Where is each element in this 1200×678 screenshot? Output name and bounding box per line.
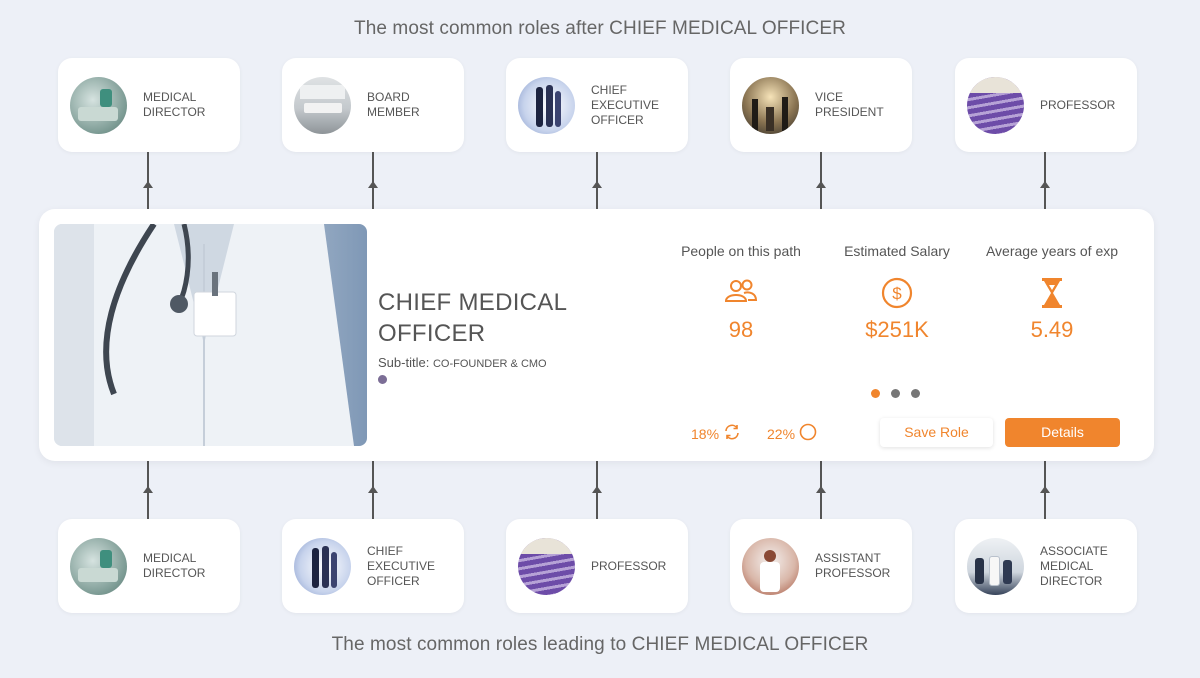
stat-experience: Average years of exp 5.49 (977, 243, 1127, 343)
stat-label: Average years of exp (985, 243, 1119, 259)
connector-line (372, 152, 374, 209)
connector-line (147, 152, 149, 209)
dollar-icon: $ (822, 277, 972, 309)
details-button[interactable]: Details (1005, 418, 1120, 447)
prev-role-card-medical-director[interactable]: MEDICAL DIRECTOR (58, 519, 240, 613)
role-label: ASSISTANT PROFESSOR (815, 551, 891, 580)
doctor-hero-image (54, 224, 367, 446)
connector-line (820, 152, 822, 209)
chief-executive-officer-thumbnail (518, 76, 575, 134)
stat-value: 98 (728, 317, 754, 342)
stat-people: People on this path 98 (666, 243, 816, 343)
previous-roles-heading: The most common roles leading to CHIEF M… (331, 634, 869, 655)
role-label: VICE PRESIDENT (815, 90, 884, 119)
circle-icon (799, 423, 817, 444)
up-arrow-icon (1040, 181, 1050, 188)
prev-role-card-chief-executive-officer[interactable]: CHIEF EXECUTIVE OFFICER (282, 519, 464, 613)
prev-role-card-associate-medical-director[interactable]: ASSOCIATE MEDICAL DIRECTOR (955, 519, 1137, 613)
role-label: CHIEF EXECUTIVE OFFICER (367, 543, 436, 588)
connector-line (1044, 152, 1046, 209)
hourglass-icon (977, 277, 1127, 309)
board-member-thumbnail (294, 76, 351, 134)
prev-role-card-professor[interactable]: PROFESSOR (506, 519, 688, 613)
role-label: BOARD MEMBER (367, 90, 420, 119)
associate-medical-director-thumbnail (967, 537, 1024, 595)
carousel-dots[interactable] (871, 389, 920, 398)
prev-role-card-assistant-professor[interactable]: ASSISTANT PROFESSOR (730, 519, 912, 613)
up-arrow-icon (816, 181, 826, 188)
save-role-button[interactable]: Save Role (880, 418, 993, 447)
repeat-percentage: 18% (691, 423, 741, 444)
up-arrow-icon (143, 181, 153, 188)
next-roles-heading: The most common roles after CHIEF MEDICA… (354, 18, 846, 39)
connector-line (596, 152, 598, 209)
current-role-card: CHIEF MEDICAL OFFICER Sub-title: CO-FOUN… (39, 209, 1154, 461)
up-arrow-icon (816, 486, 826, 493)
role-label: ASSOCIATE MEDICAL DIRECTOR (1040, 543, 1108, 588)
next-role-card-chief-executive-officer[interactable]: CHIEF EXECUTIVE OFFICER (506, 58, 688, 152)
repeat-percentage-value: 18% (691, 425, 720, 442)
stat-label: People on this path (681, 243, 801, 259)
up-arrow-icon (368, 181, 378, 188)
next-role-card-board-member[interactable]: BOARD MEMBER (282, 58, 464, 152)
stat-salary: Estimated Salary $ $251K (822, 243, 972, 343)
other-percentage: 22% (767, 423, 817, 444)
svg-text:$: $ (892, 284, 902, 303)
chief-executive-officer-thumbnail (294, 537, 351, 595)
status-dot (378, 375, 387, 384)
subtitle-value: CO-FOUNDER & CMO (432, 358, 547, 370)
other-percentage-value: 22% (767, 425, 796, 442)
stat-label: Estimated Salary (844, 243, 950, 259)
professor-thumbnail (518, 537, 575, 595)
assistant-professor-thumbnail (742, 537, 799, 595)
medical-director-thumbnail (70, 76, 127, 134)
medical-director-thumbnail (70, 537, 127, 595)
role-label: PROFESSOR (1040, 97, 1116, 112)
role-label: MEDICAL DIRECTOR (143, 551, 206, 580)
carousel-dot-active[interactable] (871, 389, 880, 398)
next-role-card-professor[interactable]: PROFESSOR (955, 58, 1137, 152)
role-label: PROFESSOR (591, 558, 667, 573)
up-arrow-icon (592, 486, 602, 493)
people-icon (666, 277, 816, 309)
role-subtitle: Sub-title: CO-FOUNDER & CMO (378, 355, 547, 370)
carousel-dot[interactable] (911, 389, 920, 398)
role-label: MEDICAL DIRECTOR (143, 90, 206, 119)
carousel-dot[interactable] (891, 389, 900, 398)
stat-value: $251K (865, 317, 929, 342)
stat-value: 5.49 (1030, 317, 1074, 342)
next-role-card-medical-director[interactable]: MEDICAL DIRECTOR (58, 58, 240, 152)
up-arrow-icon (1040, 486, 1050, 493)
vice-president-thumbnail (742, 76, 799, 134)
up-arrow-icon (368, 486, 378, 493)
next-role-card-vice-president[interactable]: VICE PRESIDENT (730, 58, 912, 152)
subtitle-label: Sub-title: (378, 355, 430, 370)
up-arrow-icon (143, 486, 153, 493)
refresh-icon (723, 423, 741, 444)
professor-thumbnail (967, 76, 1024, 134)
role-title: CHIEF MEDICAL OFFICER (378, 289, 567, 347)
up-arrow-icon (592, 181, 602, 188)
role-label: CHIEF EXECUTIVE OFFICER (591, 82, 660, 127)
